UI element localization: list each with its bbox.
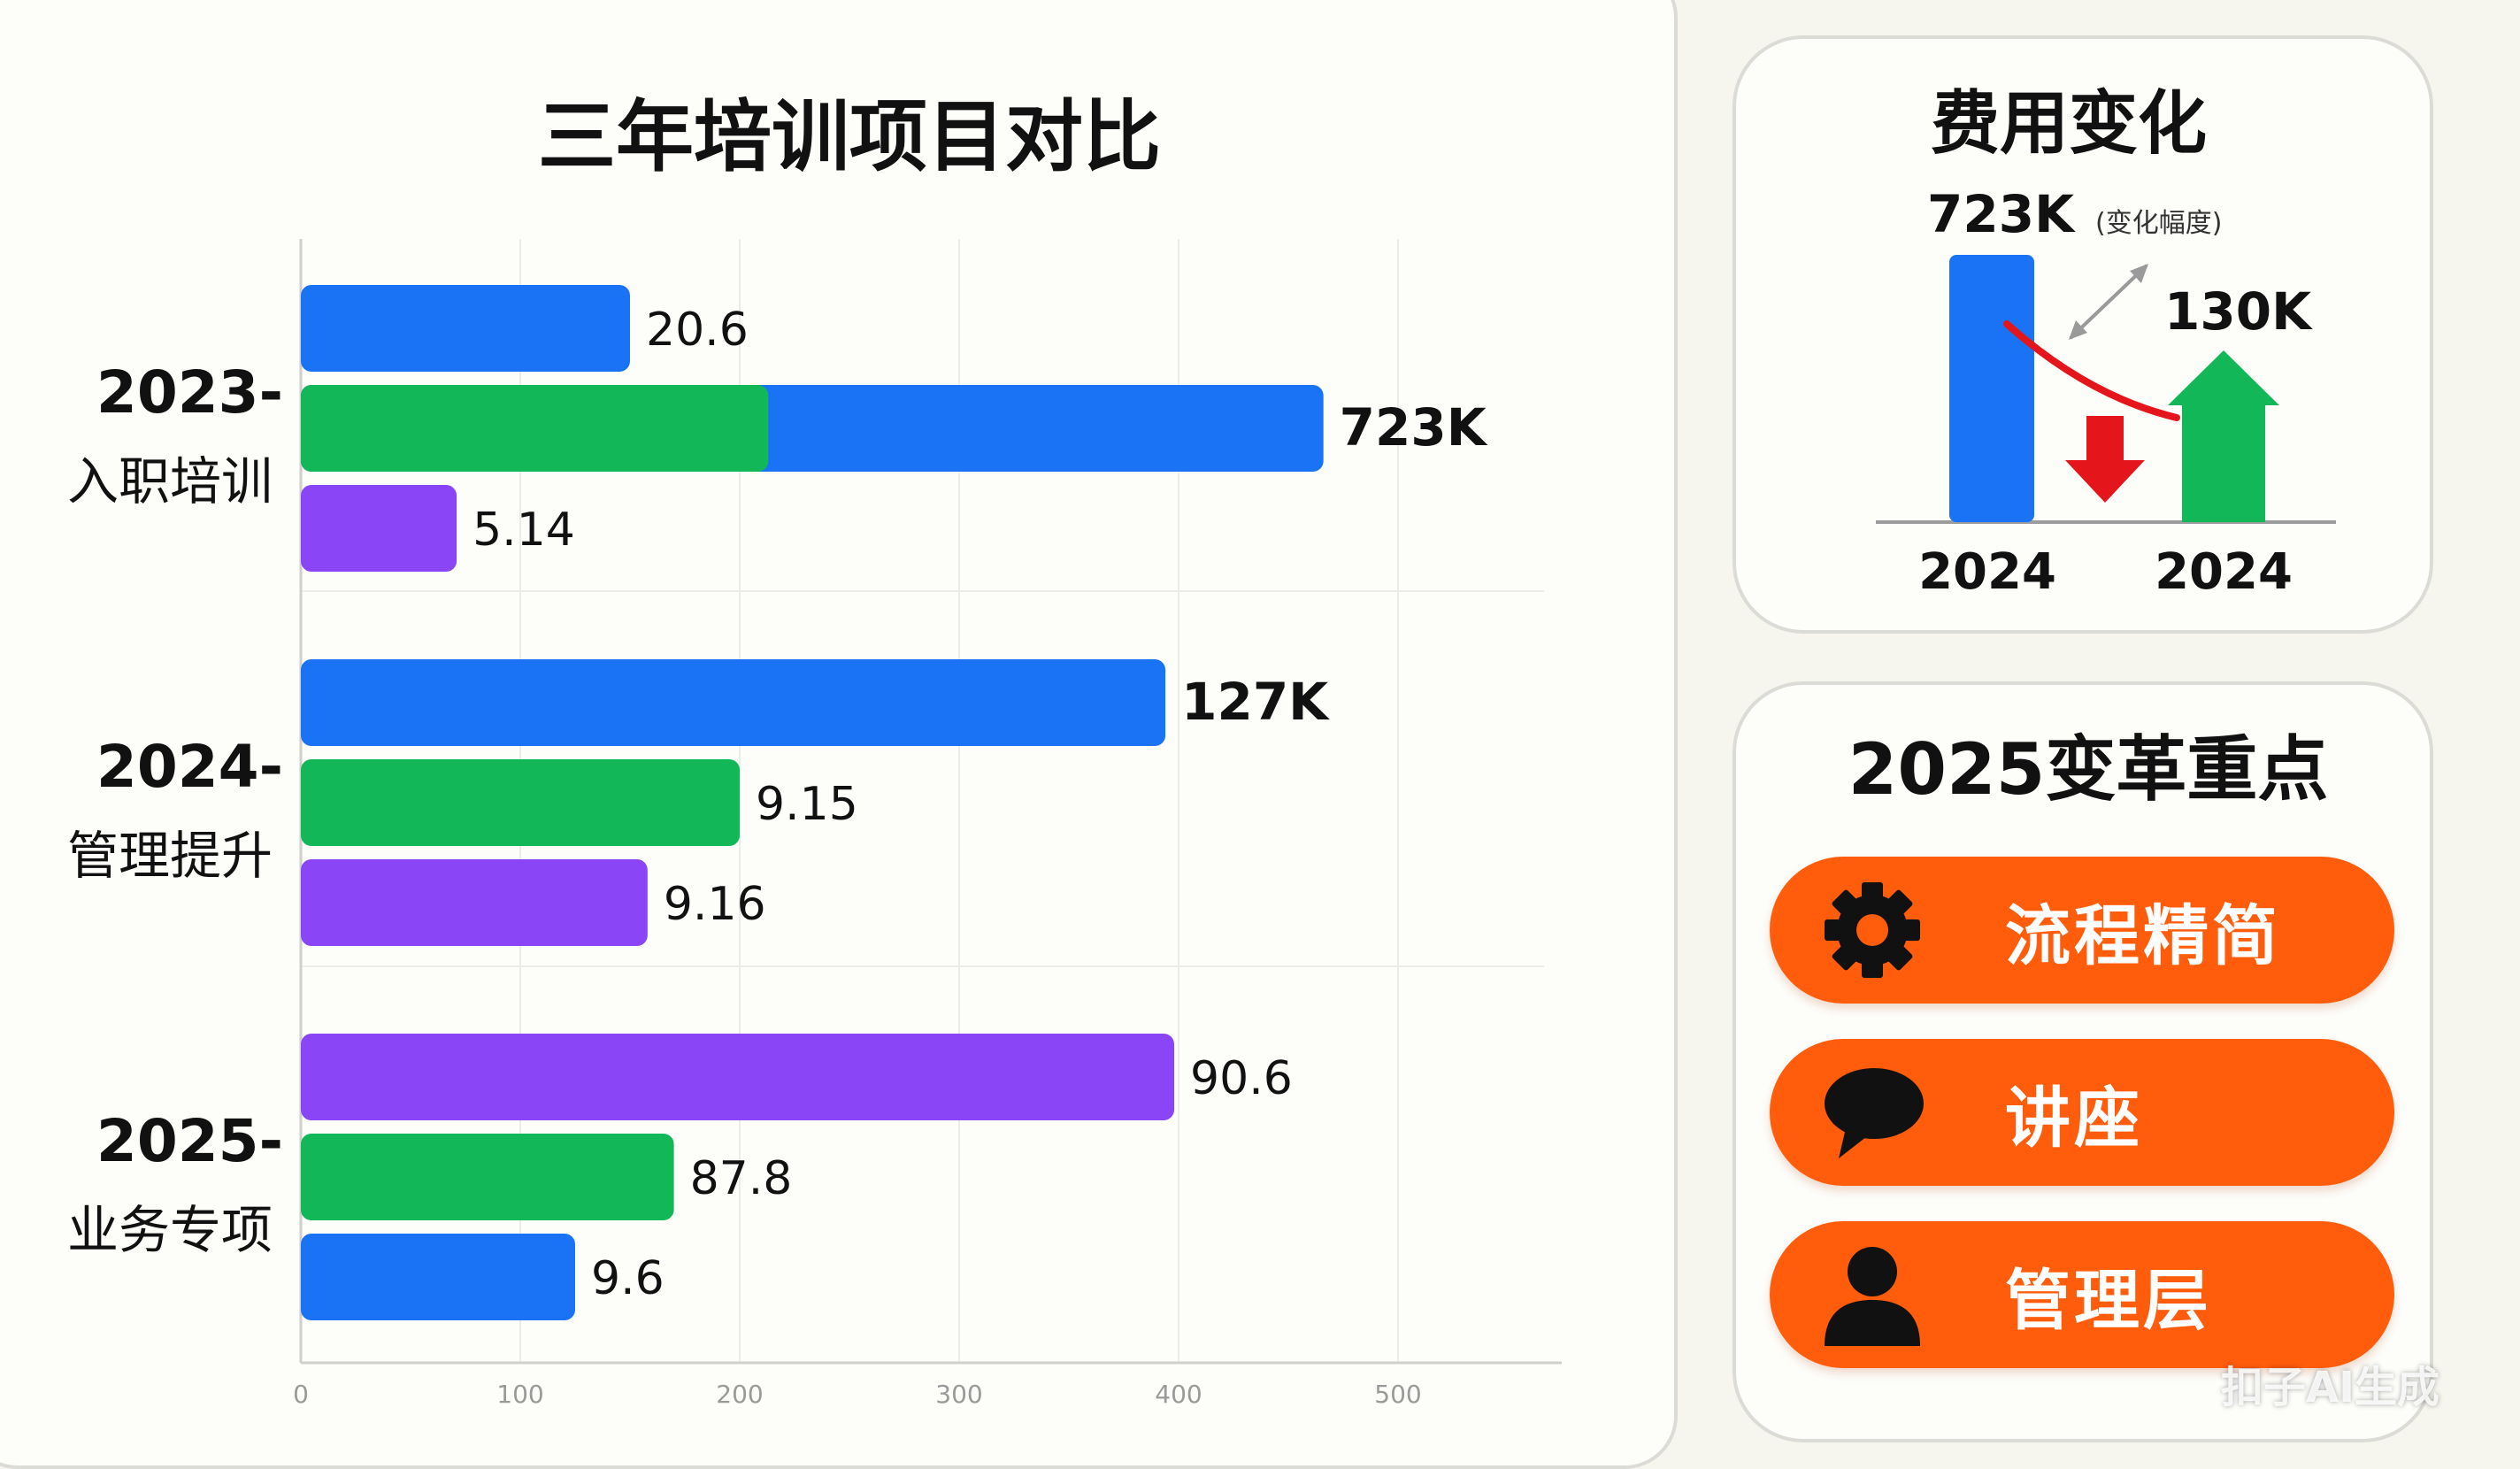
focus-item-label: 讲座: [2005, 1080, 2143, 1157]
cost-down-arrow: [2065, 416, 2145, 503]
bar-value-label: 9.15: [756, 778, 858, 831]
focus-item-management[interactable]: 管理层: [1770, 1221, 2394, 1368]
speech-bubble-icon: [1819, 1059, 1925, 1165]
cost-subtitle: (变化幅度): [2095, 208, 2222, 239]
person-icon: [1819, 1242, 1925, 1348]
bar: [301, 859, 648, 946]
cost-change-chart: 723K (变化幅度) 130K 2024 2024: [1876, 184, 2336, 601]
bar-value-label: 127K: [1181, 672, 1330, 732]
focus-item-lecture[interactable]: 讲座: [1770, 1039, 2394, 1186]
cost-bar-2024-a: [1949, 255, 2034, 522]
cost-chart-title: 费用变化: [1930, 84, 2207, 164]
range-arrow-line: [2069, 264, 2148, 340]
x-tick-label: 500: [1374, 1380, 1421, 1409]
range-arrow-head: [2069, 320, 2087, 340]
bar-value-label: 5.14: [472, 504, 575, 557]
x-tick-label: 200: [716, 1380, 763, 1409]
bar-value-label: 723K: [1340, 397, 1488, 458]
bar: [301, 759, 740, 846]
bar: [301, 285, 630, 372]
range-arrow-head: [2130, 264, 2148, 283]
training-bar-chart: 0 100 200 300 400 500 2023- 入职培训 20.6 723K 5.14 202…: [67, 239, 1562, 1409]
focus-title: 2025变革重点: [1848, 728, 2329, 811]
bar: [301, 1134, 674, 1220]
focus-item-label: 流程精简: [2005, 897, 2281, 974]
gear-icon: [1819, 877, 1925, 983]
watermark: 扣子AI生成: [2221, 1363, 2440, 1412]
bar: [301, 1234, 575, 1320]
group-name-label: 管理提升: [67, 826, 273, 886]
cost-change-panel: [1732, 35, 2433, 634]
cost-category-label: 2024: [1918, 543, 2056, 601]
bar-value-label: 90.6: [1190, 1052, 1293, 1105]
group-name-label: 入职培训: [67, 451, 273, 511]
bar: [301, 485, 457, 572]
group-year-label: 2023-: [96, 358, 283, 427]
bar-inner-segment: [301, 385, 769, 472]
bar: [301, 1034, 1175, 1120]
bar-value-label: 9.16: [664, 878, 766, 931]
main-chart-title: 三年培训项目对比: [537, 91, 1161, 182]
x-tick-label: 0: [293, 1380, 309, 1409]
focus-item-label: 管理层: [2005, 1262, 2212, 1339]
cost-value-label: 130K: [2164, 281, 2313, 342]
bar: [301, 659, 1166, 746]
focus-item-process[interactable]: 流程精简: [1770, 857, 2394, 1004]
group-year-label: 2025-: [96, 1107, 283, 1175]
cost-value-label: 723K: [1927, 184, 2076, 244]
bar-value-label: 9.6: [591, 1252, 665, 1305]
group-name-label: 业务专项: [67, 1200, 273, 1260]
x-tick-label: 400: [1155, 1380, 1202, 1409]
bar-value-label: 87.8: [690, 1152, 793, 1205]
x-tick-label: 100: [496, 1380, 543, 1409]
cost-up-arrow: [2168, 350, 2279, 522]
x-tick-label: 300: [935, 1380, 982, 1409]
group-year-label: 2024-: [96, 733, 283, 801]
cost-trend-curve: [2003, 320, 2180, 421]
bar-value-label: 20.6: [646, 304, 749, 357]
cost-category-label: 2024: [2155, 543, 2293, 601]
